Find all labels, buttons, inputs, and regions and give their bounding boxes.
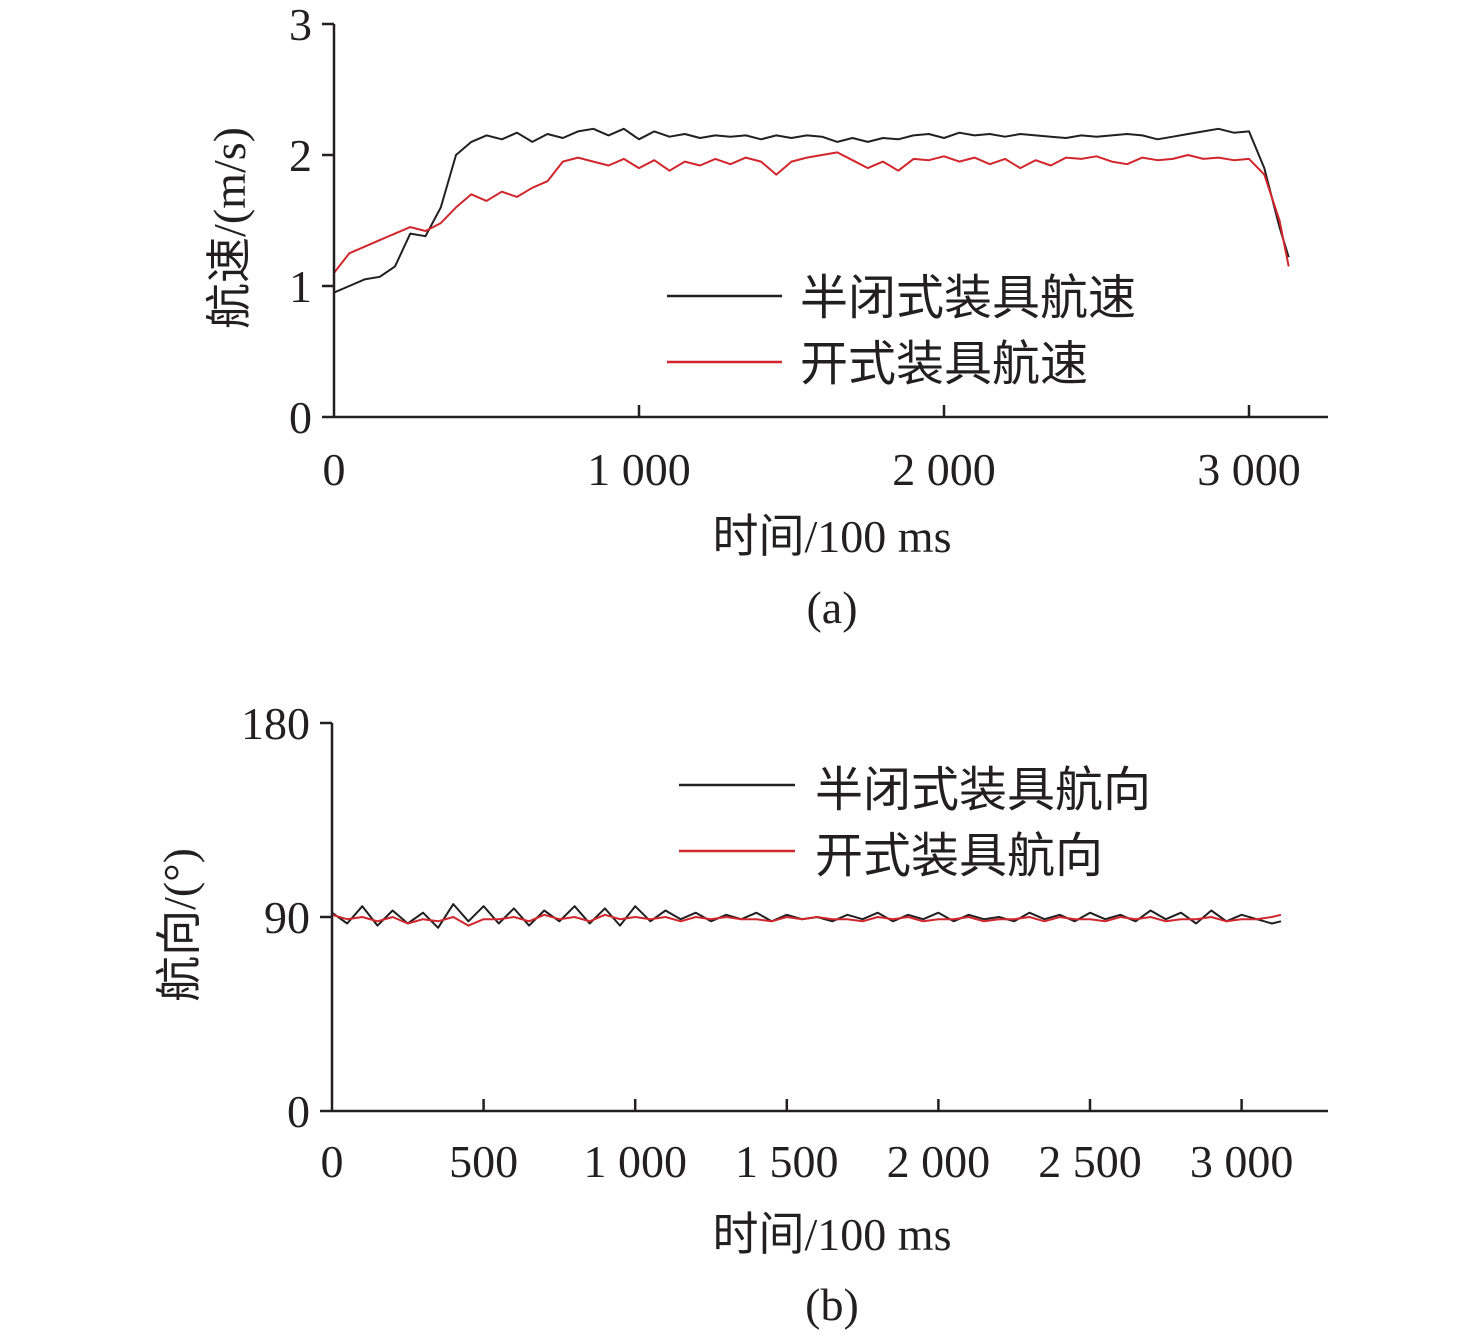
ticks-group: 0 500 1 000 1 500 2 000 2 500 3 000 0 90 180 [241, 698, 1293, 1187]
caption-a: (a) [806, 582, 857, 633]
x-tick-label: 1 000 [583, 1136, 687, 1187]
y-tick-label: 2 [289, 130, 312, 181]
series-group [333, 127, 1290, 294]
y-tick-label: 3 [289, 0, 312, 50]
x-tick-label: 2 500 [1038, 1136, 1142, 1187]
y-axis-label: 航向/(°) [154, 848, 205, 1002]
y-tick-label: 180 [241, 698, 310, 749]
y-tick-label: 1 [289, 261, 312, 312]
series-line-semi-closed [331, 903, 1282, 929]
series-group [331, 903, 1282, 929]
legend: 半闭式装具航向 开式装具航向 [679, 764, 1151, 883]
legend-label-semi-closed: 半闭式装具航向 [815, 764, 1151, 817]
x-tick-label: 2 000 [892, 444, 996, 495]
legend-label-semi-closed: 半闭式装具航速 [800, 272, 1136, 325]
legend-label-open: 开式装具航速 [800, 338, 1088, 391]
x-tick-label: 3 000 [1190, 1136, 1294, 1187]
legend: 半闭式装具航速 开式装具航速 [667, 272, 1136, 391]
chart-b-heading: 0 500 1 000 1 500 2 000 2 500 3 000 0 90 180 时间/1… [154, 698, 1328, 1330]
x-tick-label: 0 [321, 1136, 344, 1187]
x-axis-label: 时间/100 ms [713, 1209, 952, 1260]
x-tick-label: 0 [323, 444, 346, 495]
series-line-open [331, 913, 1282, 927]
y-tick-label: 90 [264, 892, 310, 943]
y-axis-label: 航速/(m/s) [204, 127, 255, 329]
x-tick-label: 1 500 [735, 1136, 839, 1187]
x-tick-label: 500 [449, 1136, 518, 1187]
legend-label-open: 开式装具航向 [815, 830, 1103, 883]
x-tick-label: 2 000 [887, 1136, 991, 1187]
series-line-semi-closed [333, 127, 1290, 294]
x-axis-label: 时间/100 ms [713, 511, 952, 562]
series-line-open [333, 151, 1290, 274]
x-tick-label: 1 000 [587, 444, 691, 495]
caption-b: (b) [805, 1279, 859, 1330]
ticks-group: 0 1 000 2 000 3 000 0 1 2 3 [289, 0, 1301, 495]
y-tick-label: 0 [289, 392, 312, 443]
y-tick-label: 0 [287, 1086, 310, 1137]
x-tick-label: 3 000 [1197, 444, 1301, 495]
